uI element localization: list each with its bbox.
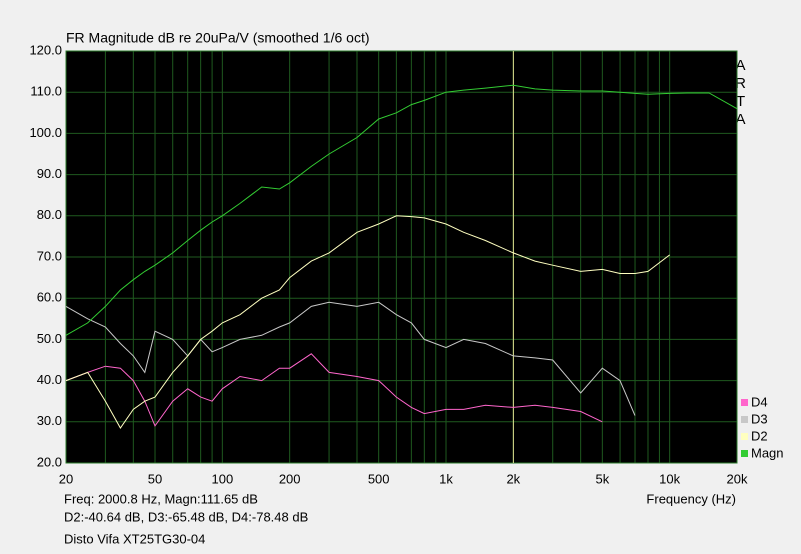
x-axis-label: Frequency (Hz): [646, 491, 736, 506]
legend-label: Magn: [751, 445, 784, 460]
x-tick-label: 1k: [439, 471, 453, 486]
x-tick-label: 200: [279, 471, 301, 486]
measurement-name: Disto Vifa XT25TG30-04: [64, 531, 205, 546]
y-tick-label: 110.0: [30, 84, 62, 99]
series-line: [65, 301, 636, 416]
series-line: [65, 84, 738, 336]
legend-label: D4: [751, 394, 768, 409]
legend-swatch: [741, 399, 748, 406]
x-tick-label: 100: [211, 471, 233, 486]
x-tick-label: 20k: [727, 471, 748, 486]
y-tick-label: 60.0: [37, 290, 62, 305]
x-tick-label: 20: [59, 471, 73, 486]
legend-swatch: [741, 416, 748, 423]
x-tick-label: 500: [368, 471, 390, 486]
legend-swatch: [741, 450, 748, 457]
legend-swatch: [741, 433, 748, 440]
y-tick-label: 40.0: [37, 372, 62, 387]
legend-label: D3: [751, 411, 768, 426]
y-tick-label: 30.0: [37, 413, 62, 428]
distortion-readout: D2:-40.64 dB, D3:-65.48 dB, D4:-78.48 dB: [64, 509, 308, 524]
y-tick-label: 20.0: [37, 454, 62, 469]
plot-frame: [65, 50, 738, 464]
x-tick-label: 5k: [595, 471, 609, 486]
y-tick-label: 90.0: [37, 166, 62, 181]
y-tick-label: 70.0: [37, 248, 62, 263]
series-line: [65, 215, 671, 429]
x-tick-label: 10k: [659, 471, 680, 486]
watermark: ARTA: [732, 57, 749, 129]
y-tick-label: 100.0: [29, 125, 62, 140]
x-tick-label: 2k: [506, 471, 520, 486]
y-tick-label: 120.0: [29, 42, 62, 57]
cursor-readout: Freq: 2000.8 Hz, Magn:111.65 dB: [64, 491, 258, 506]
legend-label: D2: [751, 428, 768, 443]
y-tick-label: 80.0: [37, 207, 62, 222]
y-tick-label: 50.0: [37, 331, 62, 346]
chart-title: FR Magnitude dB re 20uPa/V (smoothed 1/6…: [66, 30, 370, 46]
x-tick-label: 50: [148, 471, 162, 486]
